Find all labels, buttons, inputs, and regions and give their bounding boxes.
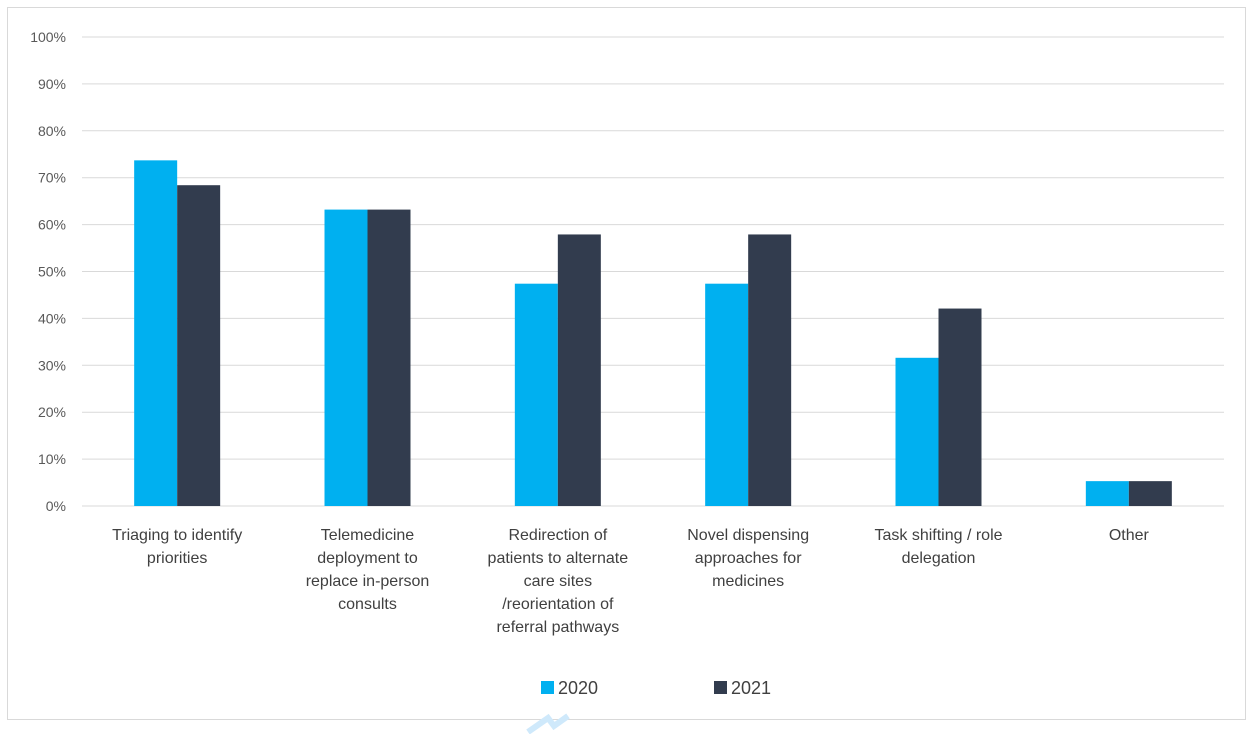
y-tick-label: 80% (38, 123, 66, 139)
legend-swatch-2021 (714, 681, 727, 694)
y-axis-ticks: 0% 10% 20% 30% 40% 50% 60% 70% 80% 90% 100% (30, 29, 66, 514)
bar-2021 (938, 308, 982, 506)
bar-2021 (557, 234, 601, 506)
x-category-label: Triaging to identify priorities (112, 527, 242, 567)
x-category-label: Redirection of patients to alternate care … (488, 527, 629, 636)
legend-swatch-2020 (541, 681, 554, 694)
y-tick-label: 20% (38, 404, 66, 420)
bar-2020 (514, 283, 558, 506)
x-axis-labels: Triaging to identify priorities Telemedici… (112, 527, 1149, 636)
bar-2020 (705, 283, 749, 506)
bar-2020 (895, 357, 939, 506)
y-tick-label: 50% (38, 264, 66, 280)
watermark-logo (526, 713, 570, 734)
y-tick-label: 60% (38, 217, 66, 233)
bar-2021 (367, 209, 411, 507)
y-tick-label: 90% (38, 76, 66, 92)
y-tick-label: 30% (38, 357, 66, 373)
x-category-label: Novel dispensing approaches for medicines (687, 527, 809, 590)
bar-2021 (748, 234, 792, 506)
bar-2020 (324, 209, 368, 507)
y-tick-label: 40% (38, 310, 66, 326)
bar-2020 (1085, 481, 1129, 506)
x-category-label: Task shifting / role delegation (874, 527, 1002, 567)
y-tick-label: 70% (38, 170, 66, 186)
x-category-label: Other (1109, 527, 1150, 544)
y-tick-label: 10% (38, 451, 66, 467)
x-category-label: Telemedicine deployment to replace in-pers… (306, 527, 430, 613)
bars (134, 160, 1172, 507)
bar-2021 (177, 185, 221, 507)
legend-label-2020: 2020 (558, 678, 598, 698)
bar-2020 (134, 160, 178, 507)
y-tick-label: 100% (30, 29, 66, 45)
legend: 2020 2021 (541, 678, 771, 698)
bar-2021 (1128, 481, 1172, 506)
y-tick-label: 0% (46, 498, 66, 514)
gridlines (82, 36, 1224, 507)
legend-label-2021: 2021 (731, 678, 771, 698)
